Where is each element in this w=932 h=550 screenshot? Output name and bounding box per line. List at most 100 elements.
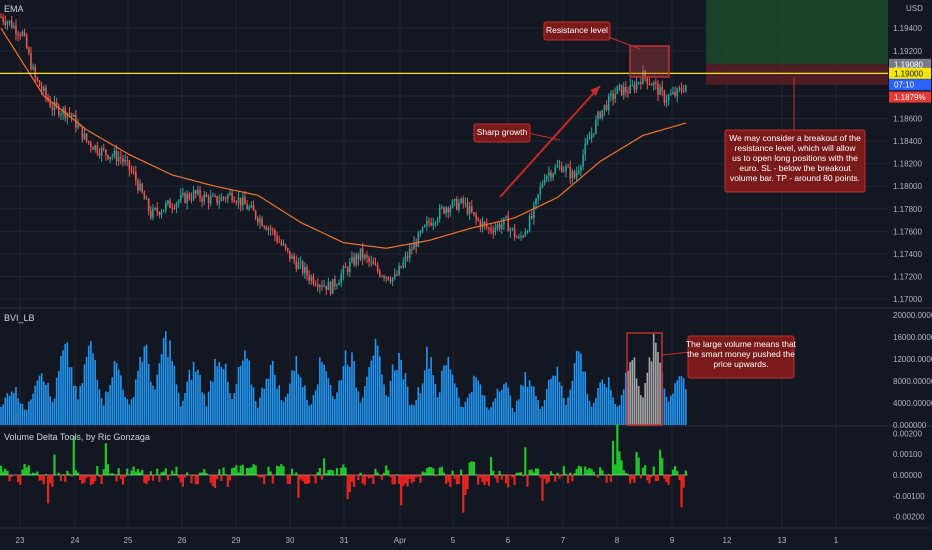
candle-body xyxy=(250,205,253,208)
candle-body xyxy=(49,100,52,107)
delta-bar xyxy=(301,474,304,482)
growth-callout-box[interactable] xyxy=(473,123,531,143)
candle-body xyxy=(670,93,672,96)
volume-bar xyxy=(436,397,439,425)
volume-pane[interactable] xyxy=(0,331,687,425)
delta-bar xyxy=(385,465,388,476)
resistance-callout-box[interactable] xyxy=(543,21,611,41)
candle-body xyxy=(53,102,56,111)
candle-body xyxy=(520,236,522,238)
volume-bar xyxy=(413,405,415,425)
volume-bar xyxy=(278,385,280,425)
delta-pane[interactable] xyxy=(0,423,688,513)
candle-body xyxy=(209,196,212,204)
delta-bar xyxy=(40,474,43,481)
price-pane[interactable] xyxy=(0,13,888,296)
candle-body xyxy=(94,145,96,150)
delta-bar xyxy=(522,474,525,477)
delta-bar xyxy=(400,474,403,506)
delta-bar xyxy=(494,474,497,479)
delta-bar xyxy=(25,467,28,476)
volume-bar xyxy=(428,368,430,425)
candle-body xyxy=(222,196,225,198)
candle-body xyxy=(597,112,599,120)
candle-body xyxy=(445,207,447,214)
volume-bar xyxy=(571,380,574,425)
delta-bar xyxy=(412,474,416,482)
volume-bar xyxy=(601,379,604,425)
delta-bar xyxy=(130,470,133,476)
candle-body xyxy=(338,282,340,285)
volume-bar xyxy=(533,386,535,425)
candle-body xyxy=(665,100,668,103)
volume-bar xyxy=(192,361,195,425)
delta-bar xyxy=(430,467,433,476)
candle-body xyxy=(667,95,670,101)
volume-bar xyxy=(451,374,454,425)
volume-bar xyxy=(642,397,644,425)
candle-body xyxy=(370,261,373,263)
candle-body xyxy=(197,189,199,194)
annotations[interactable]: Resistance level Sharp growth We may consi… xyxy=(473,21,866,426)
candle-body xyxy=(346,267,349,273)
delta-bar xyxy=(111,473,114,476)
candle-body xyxy=(51,106,54,111)
candle-body xyxy=(389,279,392,282)
candle-body xyxy=(323,285,325,287)
delta-bar xyxy=(288,474,291,484)
resistance-highlight-box[interactable] xyxy=(629,45,670,78)
price-badge xyxy=(889,91,931,103)
delta-bar xyxy=(246,467,249,476)
volume-bar xyxy=(548,379,550,425)
volume-bar xyxy=(75,385,77,425)
delta-bar xyxy=(299,474,302,480)
delta-bar xyxy=(280,464,283,476)
candle-body xyxy=(96,145,99,153)
delta-bar xyxy=(391,474,394,485)
delta-bar xyxy=(124,474,127,478)
volume-bar xyxy=(374,338,377,425)
breakout-callout-box[interactable] xyxy=(724,129,866,193)
candle-body xyxy=(291,255,293,259)
delta-bar xyxy=(158,474,161,482)
candle-body xyxy=(6,22,9,25)
candle-body xyxy=(361,248,364,259)
delta-bar xyxy=(72,436,75,476)
candle-body xyxy=(21,31,24,36)
take-profit-zone xyxy=(706,0,888,65)
volume-bar xyxy=(224,363,227,425)
volume-highlight-box[interactable] xyxy=(626,332,663,426)
delta-bar xyxy=(380,474,384,480)
volume-bar xyxy=(43,381,45,425)
candle-body xyxy=(374,264,377,266)
delta-bar xyxy=(558,474,561,479)
volume-bar xyxy=(351,352,353,425)
candle-body xyxy=(308,275,310,281)
delta-bar xyxy=(562,466,565,476)
delta-bar xyxy=(517,472,520,476)
volume-bar xyxy=(498,391,501,425)
delta-bar xyxy=(286,474,289,484)
time-tick-label: 31 xyxy=(340,536,349,545)
candle-body xyxy=(481,222,484,228)
candle-body xyxy=(383,276,385,278)
time-tick-label: 13 xyxy=(778,536,787,545)
price-tick-label: 1.17400 xyxy=(893,250,922,259)
candle-body xyxy=(537,194,539,199)
delta-bar xyxy=(541,474,544,501)
candle-body xyxy=(685,84,687,92)
delta-bar xyxy=(237,472,240,476)
volume-bar xyxy=(25,410,28,425)
delta-bar xyxy=(151,474,155,481)
volume-callout-box[interactable] xyxy=(687,335,795,379)
volume-bar xyxy=(637,385,640,425)
delta-bar xyxy=(74,470,77,476)
candle-body xyxy=(590,133,593,139)
candle-body xyxy=(627,92,629,94)
candle-body xyxy=(98,152,101,156)
volume-bar xyxy=(239,365,242,425)
delta-bar xyxy=(639,474,642,479)
candle-body xyxy=(586,139,589,144)
delta-bar xyxy=(665,474,668,483)
